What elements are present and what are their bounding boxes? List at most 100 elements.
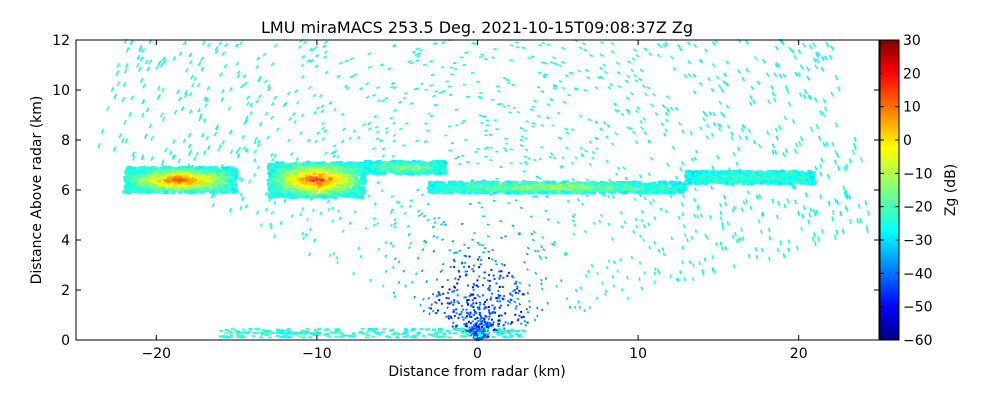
radar-gate	[302, 331, 307, 334]
radar-gate	[479, 333, 484, 336]
radar-gate	[306, 178, 311, 182]
radar-gate	[411, 335, 416, 338]
radar-gate	[424, 240, 428, 244]
radar-gate	[633, 74, 637, 78]
radar-gate	[281, 167, 286, 171]
radar-reflectivity-layer	[97, 38, 870, 341]
radar-gate	[225, 166, 230, 170]
radar-gate	[640, 218, 644, 223]
radar-gate	[516, 285, 519, 288]
radar-gate	[331, 219, 335, 224]
radar-gate	[359, 195, 364, 199]
radar-gate	[431, 328, 436, 331]
radar-gate	[267, 86, 272, 91]
radar-gate	[276, 127, 280, 132]
radar-gate	[331, 164, 336, 168]
radar-gate	[171, 190, 176, 194]
radar-gate	[472, 313, 475, 316]
radar-gate	[484, 58, 488, 61]
radar-gate	[284, 168, 289, 172]
radar-gate	[305, 191, 310, 195]
radar-gate	[476, 148, 480, 150]
radar-gate	[469, 322, 472, 325]
radar-gate	[201, 132, 205, 138]
radar-gate	[552, 156, 557, 160]
radar-gate	[433, 187, 438, 191]
radar-gate	[281, 182, 286, 186]
radar-gate	[343, 176, 348, 180]
radar-gate	[340, 188, 345, 192]
radar-gate	[555, 284, 558, 288]
radar-gate	[197, 61, 202, 67]
radar-gate	[135, 169, 140, 173]
radar-gate	[495, 282, 498, 285]
radar-gate	[467, 298, 470, 301]
radar-gate	[307, 168, 312, 172]
radar-gate	[466, 161, 470, 163]
radar-gate	[473, 327, 476, 330]
radar-gate	[473, 334, 476, 337]
radar-gate	[302, 236, 306, 240]
radar-gate	[495, 150, 499, 153]
radar-gate	[347, 161, 352, 165]
radar-gate	[227, 189, 232, 193]
radar-gate	[808, 44, 813, 50]
radar-gate	[340, 162, 345, 166]
radar-gate	[167, 180, 172, 184]
radar-gate	[138, 186, 143, 190]
radar-gate	[461, 330, 464, 333]
radar-gate	[204, 177, 209, 181]
radar-gate	[504, 312, 507, 315]
radar-gate	[347, 163, 352, 167]
radar-gate	[553, 84, 557, 87]
radar-gate	[384, 168, 389, 172]
radar-gate	[350, 161, 355, 165]
radar-gate	[326, 199, 330, 204]
radar-gate	[643, 47, 648, 52]
radar-gate	[638, 260, 642, 265]
radar-gate	[490, 318, 493, 321]
radar-gate	[270, 101, 275, 106]
radar-gate	[210, 177, 215, 181]
radar-gate	[562, 100, 567, 104]
radar-gate	[503, 295, 506, 298]
radar-gate	[654, 267, 657, 272]
radar-gate	[198, 166, 203, 170]
radar-gate	[806, 75, 811, 81]
radar-gate	[276, 184, 281, 188]
radar-gate	[669, 106, 674, 111]
radar-gate	[131, 176, 136, 180]
radar-gate	[479, 317, 482, 320]
radar-gate	[358, 163, 363, 167]
radar-gate	[345, 164, 350, 168]
radar-gate	[397, 281, 401, 285]
radar-gate	[843, 166, 847, 172]
radar-gate	[375, 137, 380, 141]
radar-gate	[712, 111, 717, 117]
radar-gate	[803, 88, 808, 94]
radar-gate	[352, 171, 357, 175]
radar-gate	[814, 241, 817, 247]
radar-gate	[336, 167, 341, 171]
radar-gate	[537, 114, 541, 118]
radar-gate	[376, 98, 381, 103]
radar-gate	[561, 156, 565, 160]
radar-gate	[188, 169, 193, 173]
radar-gate	[469, 315, 472, 318]
radar-gate	[758, 193, 762, 199]
radar-gate	[201, 168, 206, 172]
radar-gate	[450, 315, 453, 318]
radar-gate	[411, 171, 416, 175]
radar-gate	[488, 279, 491, 282]
radar-gate	[595, 136, 599, 141]
radar-gate	[478, 325, 481, 328]
radar-gate	[614, 108, 618, 113]
radar-gate	[214, 46, 219, 52]
radar-gate	[242, 146, 247, 151]
radar-gate	[141, 99, 146, 105]
radar-gate	[393, 295, 397, 299]
radar-gate	[507, 201, 511, 205]
radar-gate	[146, 66, 151, 72]
radar-gate	[384, 254, 388, 258]
radar-gate	[771, 198, 775, 204]
